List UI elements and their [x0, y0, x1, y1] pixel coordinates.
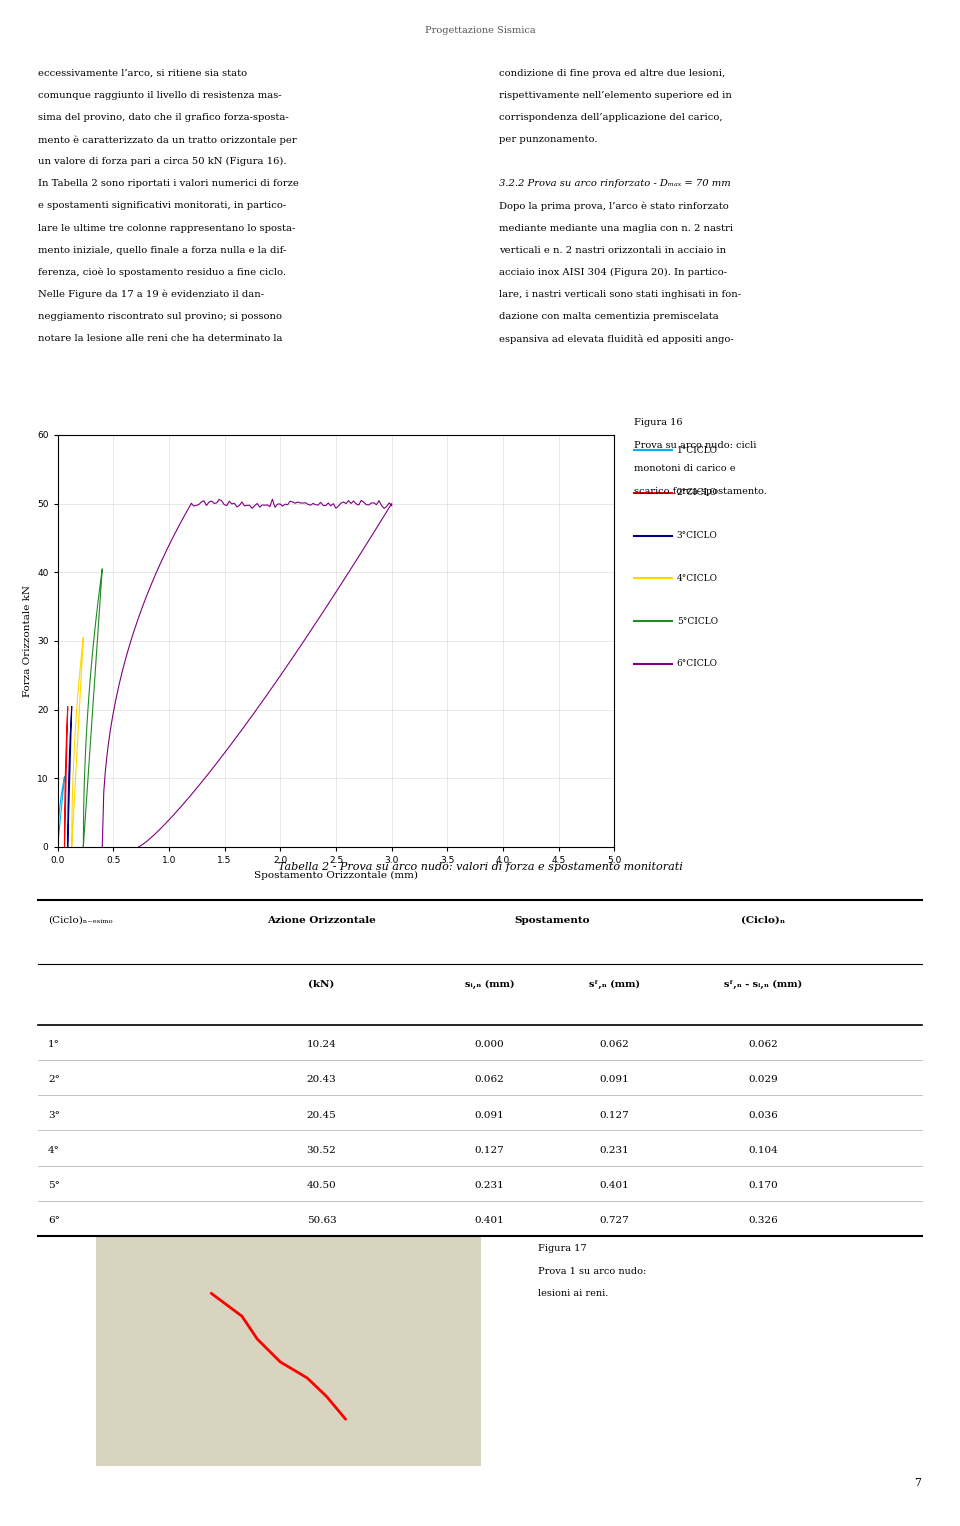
Text: 0.127: 0.127: [475, 1146, 504, 1155]
Text: Prova 1 su arco nudo:: Prova 1 su arco nudo:: [538, 1267, 646, 1276]
Text: 0.727: 0.727: [600, 1216, 629, 1225]
Text: 3.2.2 Prova su arco rinforzato - Dₘₐₓ = 70 mm: 3.2.2 Prova su arco rinforzato - Dₘₐₓ = …: [499, 180, 731, 188]
Text: In Tabella 2 sono riportati i valori numerici di forze: In Tabella 2 sono riportati i valori num…: [38, 180, 300, 188]
Text: lare le ultime tre colonne rappresentano lo sposta-: lare le ultime tre colonne rappresentano…: [38, 224, 296, 232]
Text: mediante mediante una maglia con n. 2 nastri: mediante mediante una maglia con n. 2 na…: [499, 224, 733, 232]
Text: notare la lesione alle reni che ha determinato la: notare la lesione alle reni che ha deter…: [38, 334, 283, 343]
X-axis label: Spostamento Orizzontale (mm): Spostamento Orizzontale (mm): [254, 870, 418, 879]
Text: lare, i nastri verticali sono stati inghisati in fon-: lare, i nastri verticali sono stati ingh…: [499, 290, 741, 299]
Text: Azione Orizzontale: Azione Orizzontale: [267, 916, 376, 925]
Text: eccessivamente l’arco, si ritiene sia stato: eccessivamente l’arco, si ritiene sia st…: [38, 69, 248, 78]
Text: 0.326: 0.326: [749, 1216, 778, 1225]
Text: 0.104: 0.104: [749, 1146, 778, 1155]
Text: condizione di fine prova ed altre due lesioni,: condizione di fine prova ed altre due le…: [499, 69, 726, 78]
Text: sᵢ,ₙ (mm): sᵢ,ₙ (mm): [465, 980, 515, 989]
Text: 5°CICLO: 5°CICLO: [677, 617, 718, 626]
Text: e spostamenti significativi monitorati, in partico-: e spostamenti significativi monitorati, …: [38, 201, 287, 211]
Text: sᶠ,ₙ - sᵢ,ₙ (mm): sᶠ,ₙ - sᵢ,ₙ (mm): [724, 980, 803, 989]
Text: 20.43: 20.43: [307, 1076, 336, 1085]
Text: 30.52: 30.52: [307, 1146, 336, 1155]
Text: 4°CICLO: 4°CICLO: [677, 574, 718, 583]
Text: 6°: 6°: [48, 1216, 60, 1225]
Text: 40.50: 40.50: [307, 1181, 336, 1190]
Text: 2°: 2°: [48, 1076, 60, 1085]
Text: 6°CICLO: 6°CICLO: [677, 659, 718, 668]
Text: scarico forza-spostamento.: scarico forza-spostamento.: [634, 487, 766, 496]
Text: 0.062: 0.062: [749, 1041, 778, 1050]
Text: monotoni di carico e: monotoni di carico e: [634, 464, 735, 473]
Text: (kN): (kN): [308, 980, 335, 989]
Text: comunque raggiunto il livello di resistenza mas-: comunque raggiunto il livello di resiste…: [38, 92, 282, 99]
Text: verticali e n. 2 nastri orizzontali in acciaio in: verticali e n. 2 nastri orizzontali in a…: [499, 246, 727, 255]
Text: Prova su arco nudo: cicli: Prova su arco nudo: cicli: [634, 441, 756, 450]
Text: Figura 17: Figura 17: [538, 1244, 587, 1253]
Text: Figura 16: Figura 16: [634, 418, 683, 427]
Text: (Ciclo)ₙ₋ₑₛᵢₘₒ: (Ciclo)ₙ₋ₑₛᵢₘₒ: [48, 916, 112, 925]
Text: 1°: 1°: [48, 1041, 60, 1050]
Text: (Ciclo)ₙ: (Ciclo)ₙ: [741, 916, 785, 925]
Text: sima del provino, dato che il grafico forza-sposta-: sima del provino, dato che il grafico fo…: [38, 113, 289, 122]
Text: 3°CICLO: 3°CICLO: [677, 531, 718, 540]
Text: 20.45: 20.45: [307, 1111, 336, 1120]
Text: sᶠ,ₙ (mm): sᶠ,ₙ (mm): [588, 980, 640, 989]
Text: 5°: 5°: [48, 1181, 60, 1190]
Text: 0.231: 0.231: [475, 1181, 504, 1190]
Text: 0.231: 0.231: [600, 1146, 629, 1155]
Text: 0.091: 0.091: [475, 1111, 504, 1120]
Text: dazione con malta cementizia premiscelata: dazione con malta cementizia premiscelat…: [499, 313, 719, 320]
Text: 0.062: 0.062: [475, 1076, 504, 1085]
Text: mento è caratterizzato da un tratto orizzontale per: mento è caratterizzato da un tratto oriz…: [38, 134, 298, 145]
Text: Nelle Figure da 17 a 19 è evidenziato il dan-: Nelle Figure da 17 a 19 è evidenziato il…: [38, 290, 265, 299]
Text: 10.24: 10.24: [307, 1041, 336, 1050]
Text: un valore di forza pari a circa 50 kN (Figura 16).: un valore di forza pari a circa 50 kN (F…: [38, 157, 287, 166]
Text: 0.401: 0.401: [600, 1181, 629, 1190]
Text: ferenza, cioè lo spostamento residuo a fine ciclo.: ferenza, cioè lo spostamento residuo a f…: [38, 267, 286, 278]
Text: 0.170: 0.170: [749, 1181, 778, 1190]
Text: lesioni ai reni.: lesioni ai reni.: [538, 1289, 608, 1299]
Text: 0.036: 0.036: [749, 1111, 778, 1120]
Text: 0.062: 0.062: [600, 1041, 629, 1050]
Text: 7: 7: [915, 1477, 922, 1488]
Text: 0.000: 0.000: [475, 1041, 504, 1050]
Text: per punzonamento.: per punzonamento.: [499, 134, 598, 143]
Text: Spostamento: Spostamento: [515, 916, 589, 925]
Text: Dopo la prima prova, l’arco è stato rinforzato: Dopo la prima prova, l’arco è stato rinf…: [499, 201, 729, 211]
Text: 0.091: 0.091: [600, 1076, 629, 1085]
Text: 0.401: 0.401: [475, 1216, 504, 1225]
Text: corrispondenza dell’applicazione del carico,: corrispondenza dell’applicazione del car…: [499, 113, 723, 122]
Text: 2°CICLO: 2°CICLO: [677, 488, 718, 497]
Text: 0.127: 0.127: [600, 1111, 629, 1120]
Text: 4°: 4°: [48, 1146, 60, 1155]
Y-axis label: Forza Orizzontale kN: Forza Orizzontale kN: [22, 584, 32, 697]
Text: espansiva ad elevata fluidità ed appositi ango-: espansiva ad elevata fluidità ed apposit…: [499, 334, 734, 343]
Text: mento iniziale, quello finale a forza nulla e la dif-: mento iniziale, quello finale a forza nu…: [38, 246, 287, 255]
Text: neggiamento riscontrato sul provino; si possono: neggiamento riscontrato sul provino; si …: [38, 313, 282, 320]
Text: rispettivamente nell’elemento superiore ed in: rispettivamente nell’elemento superiore …: [499, 92, 732, 99]
Text: acciaio inox AISI 304 (Figura 20). In partico-: acciaio inox AISI 304 (Figura 20). In pa…: [499, 267, 728, 276]
Text: Tabella 2 - Prova su arco nudo: valori di forza e spostamento monitorati: Tabella 2 - Prova su arco nudo: valori d…: [277, 862, 683, 873]
Text: Progettazione Sismica: Progettazione Sismica: [424, 26, 536, 35]
Text: 3°: 3°: [48, 1111, 60, 1120]
Text: 1°CICLO: 1°CICLO: [677, 446, 718, 455]
Text: 0.029: 0.029: [749, 1076, 778, 1085]
Text: 50.63: 50.63: [307, 1216, 336, 1225]
